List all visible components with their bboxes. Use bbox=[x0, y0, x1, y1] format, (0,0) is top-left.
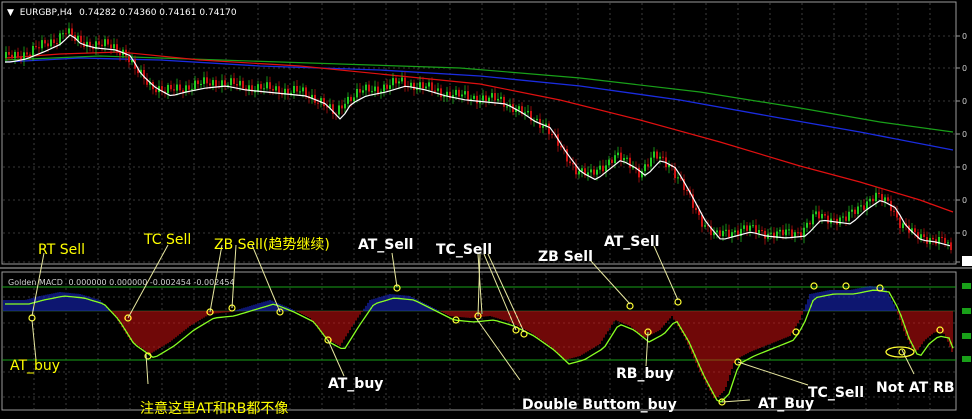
ma-blue-line bbox=[4, 57, 954, 151]
ma-fast-line bbox=[5, 34, 951, 247]
ann-at-buy-1: AT_buy bbox=[10, 358, 60, 374]
dropdown-icon[interactable]: ▼ bbox=[7, 8, 14, 18]
macd-histogram bbox=[3, 286, 953, 399]
symbol-info-label: ▼ EURGBP,H4 0.74282 0.74360 0.74161 0.74… bbox=[7, 8, 237, 18]
signal-marker bbox=[792, 328, 800, 336]
ann-rt-sell: RT Sell bbox=[38, 242, 85, 258]
ma-red-line bbox=[4, 51, 954, 213]
signal-marker bbox=[810, 282, 818, 290]
price-axis-tick-label: 0 bbox=[962, 229, 967, 238]
level-marker-zero bbox=[962, 308, 971, 314]
ann-tc-sell-top: TC_Sell bbox=[436, 242, 492, 258]
ann-tc-sell-bottom: TC_Sell bbox=[808, 385, 864, 401]
price-axis-tick-label: 0 bbox=[962, 32, 967, 41]
ann-not-at-rb: Not AT RB bbox=[876, 380, 955, 396]
signal-marker bbox=[512, 326, 520, 334]
indicator-values: 0.000000 0.000000 -0.002454 -0.002454 bbox=[68, 278, 234, 287]
price-axis-tick-label: 0 bbox=[962, 97, 967, 106]
price-axis-tick-label: 0 bbox=[962, 64, 967, 73]
signal-markers bbox=[28, 282, 944, 406]
price-axis-tick-label: 0 bbox=[962, 130, 967, 139]
signal-marker bbox=[842, 282, 850, 290]
ann-double-bottom: Double Buttom_buy bbox=[522, 397, 677, 413]
price-axis-tick-label: 0 bbox=[962, 196, 967, 205]
level-marker-lower bbox=[962, 356, 971, 362]
ann-at-buy-3: AT_Buy bbox=[758, 396, 814, 412]
symbol-label: EURGBP,H4 bbox=[20, 8, 73, 18]
price-axis-tick-label: 0 bbox=[962, 163, 967, 172]
ann-at-sell-2: AT_Sell bbox=[604, 234, 659, 250]
signal-marker bbox=[452, 316, 460, 324]
signal-marker bbox=[124, 314, 132, 322]
ann-zb-sell-2: ZB Sell bbox=[538, 249, 593, 265]
ann-rb-buy: RB_buy bbox=[616, 366, 674, 382]
signal-marker bbox=[734, 358, 742, 366]
signal-marker bbox=[324, 336, 332, 344]
not-at-rb-ellipse bbox=[885, 346, 915, 358]
signal-marker bbox=[144, 352, 152, 360]
ann-at-buy-2: AT_buy bbox=[328, 376, 383, 392]
annotation-pointers bbox=[31, 244, 915, 403]
level-marker-upper bbox=[962, 283, 971, 289]
ann-cn-note: 注意这里AT和RB都不像 bbox=[140, 400, 288, 417]
indicator-info-label: Golden MACD 0.000000 0.000000 -0.002454 … bbox=[8, 278, 235, 287]
ohlc-label: 0.74282 0.74360 0.74161 0.74170 bbox=[79, 8, 237, 18]
signal-marker bbox=[626, 302, 634, 310]
signal-marker bbox=[206, 308, 214, 316]
ann-zb-sell-1: ZB Sell(趋势继续) bbox=[214, 236, 330, 253]
signal-marker bbox=[936, 326, 944, 334]
level-marker-mid bbox=[962, 333, 971, 339]
ann-tc-sell-1: TC Sell bbox=[143, 232, 191, 248]
current-price-box bbox=[962, 256, 972, 266]
signal-marker bbox=[876, 284, 884, 292]
price-grid bbox=[3, 3, 955, 263]
signal-marker bbox=[276, 308, 284, 316]
indicator-name: Golden MACD bbox=[8, 278, 63, 287]
ann-at-sell-1: AT_Sell bbox=[358, 237, 413, 253]
signal-marker bbox=[898, 348, 906, 356]
ma-green-line bbox=[4, 55, 954, 133]
